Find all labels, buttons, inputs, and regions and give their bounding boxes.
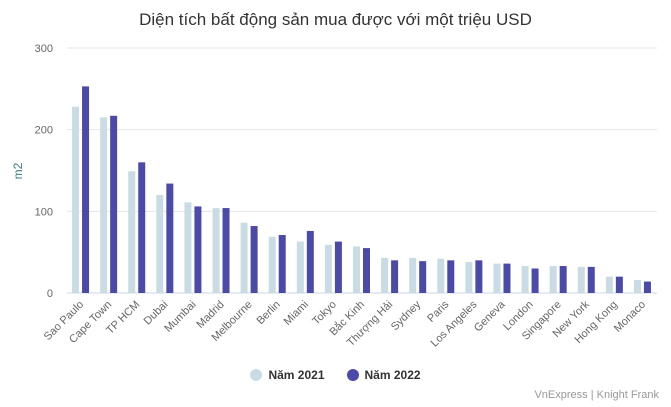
bar-2022 — [643, 281, 651, 293]
y-tick-label: 300 — [35, 43, 53, 55]
bar-2021 — [296, 241, 304, 293]
bar-2021 — [324, 244, 332, 293]
bar-2022 — [587, 266, 595, 293]
bar-2022 — [559, 266, 567, 293]
bar-2021 — [605, 276, 613, 293]
legend-item-2022[interactable]: Năm 2022 — [346, 368, 421, 382]
bar-2021 — [437, 258, 445, 293]
bar-2022 — [615, 276, 623, 293]
chart-title: Diện tích bất động sản mua được với một … — [139, 10, 532, 29]
x-tick-label: Miami — [282, 299, 311, 328]
bar-2021 — [72, 106, 80, 293]
bar-2021 — [381, 257, 389, 293]
legend: Năm 2021 Năm 2022 — [0, 368, 671, 382]
legend-marker — [250, 369, 263, 381]
bar-2022 — [391, 260, 399, 293]
legend-label: Năm 2021 — [268, 368, 325, 382]
bar-2021 — [128, 171, 136, 293]
bar-2021 — [100, 117, 108, 294]
bar-2021 — [493, 263, 501, 293]
y-tick-label: 0 — [47, 288, 53, 300]
source-credit: VnExpress | Knight Frank — [534, 389, 659, 401]
y-axis-label: m2 — [11, 162, 25, 179]
bar-2022 — [475, 260, 483, 293]
bar-2021 — [212, 208, 220, 293]
y-tick-label: 200 — [35, 125, 53, 137]
bar-2022 — [419, 261, 427, 293]
bar-2022 — [306, 230, 314, 293]
bar-2022 — [531, 268, 539, 293]
bar-2022 — [447, 260, 455, 293]
bar-2022 — [194, 206, 202, 293]
bar-2022 — [222, 208, 230, 293]
legend-label: Năm 2022 — [364, 368, 421, 382]
bar-2022 — [363, 248, 370, 293]
bar-2022 — [110, 115, 118, 294]
bar-2021 — [521, 266, 529, 293]
bar-2021 — [156, 195, 164, 293]
bar-2022 — [166, 183, 174, 293]
x-tick-label: Monaco — [612, 299, 648, 335]
bar-2021 — [184, 202, 192, 293]
bar-2022 — [334, 241, 342, 293]
bar-2021 — [577, 266, 585, 293]
bar-2021 — [268, 236, 276, 293]
x-tick-label: Sydney — [389, 298, 424, 333]
legend-item-2021[interactable]: Năm 2021 — [250, 368, 325, 382]
bar-2021 — [465, 261, 473, 293]
x-tick-label: Berlin — [254, 299, 282, 327]
bar-2022 — [503, 263, 511, 293]
x-tick-label: Mumbai — [162, 299, 198, 335]
bar-2022 — [250, 226, 258, 293]
bar-2021 — [409, 257, 417, 293]
bar-2021 — [353, 246, 360, 293]
bar-2021 — [240, 222, 248, 293]
bar-2022 — [278, 235, 286, 293]
bar-2021 — [549, 266, 557, 293]
x-tick-label: Geneva — [472, 298, 508, 334]
bar-2022 — [138, 162, 146, 293]
bar-2022 — [82, 86, 90, 293]
legend-marker — [346, 369, 359, 381]
bar-2021 — [633, 279, 641, 293]
y-tick-label: 100 — [35, 206, 53, 218]
